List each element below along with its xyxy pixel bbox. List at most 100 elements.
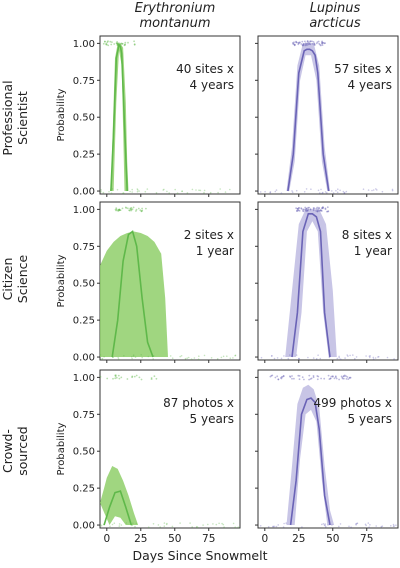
observation-point xyxy=(147,355,150,358)
observation-point xyxy=(381,190,384,193)
observation-point xyxy=(115,209,117,212)
observation-point xyxy=(99,376,102,378)
observation-point xyxy=(324,191,327,193)
observation-point xyxy=(339,358,342,361)
observation-point xyxy=(234,354,236,357)
observation-point xyxy=(168,192,170,194)
observation-point xyxy=(117,209,120,211)
y-axis-label: Probability xyxy=(56,88,67,141)
observation-point xyxy=(307,43,310,46)
observation-point xyxy=(270,374,273,377)
panel-annotation: 40 sites x xyxy=(176,62,234,76)
observation-point xyxy=(135,208,138,211)
observation-point xyxy=(124,43,126,46)
observation-point xyxy=(264,190,266,193)
observation-point xyxy=(344,357,346,359)
observation-point xyxy=(115,208,118,211)
observation-point xyxy=(338,357,341,359)
observation-point xyxy=(180,355,183,357)
observation-point xyxy=(116,44,119,47)
observation-point xyxy=(311,40,313,43)
observation-point xyxy=(390,525,392,527)
observation-point xyxy=(323,377,326,380)
observation-point xyxy=(269,375,272,378)
observation-point xyxy=(203,189,206,192)
observation-point xyxy=(269,191,272,193)
observation-point xyxy=(146,188,149,190)
y-tick-label: 0.25 xyxy=(73,150,95,161)
observation-point xyxy=(147,526,150,528)
observation-point xyxy=(287,357,290,360)
observation-point xyxy=(297,42,300,45)
observation-point xyxy=(320,209,323,212)
observation-point xyxy=(169,355,172,357)
observation-point xyxy=(321,40,323,43)
observation-point xyxy=(100,190,102,193)
observation-point xyxy=(296,208,299,210)
observation-point xyxy=(296,210,298,212)
observation-point xyxy=(292,43,295,45)
observation-point xyxy=(317,354,319,357)
observation-point xyxy=(303,378,305,381)
observation-point xyxy=(392,523,395,526)
observation-point xyxy=(372,356,375,359)
observation-point xyxy=(302,210,305,213)
observation-point xyxy=(280,377,283,380)
observation-point xyxy=(157,524,160,526)
observation-point xyxy=(163,188,165,191)
observation-point xyxy=(301,526,303,528)
observation-point xyxy=(229,188,231,191)
observation-point xyxy=(343,374,346,377)
observation-point xyxy=(140,210,143,213)
observation-point xyxy=(295,354,298,356)
observation-point xyxy=(343,375,345,378)
observation-point xyxy=(342,377,345,380)
observation-point xyxy=(304,208,307,211)
confidence-band xyxy=(100,231,168,357)
y-tick-label: 0.50 xyxy=(73,279,95,290)
observation-point xyxy=(348,376,351,379)
observation-point xyxy=(319,44,322,47)
observation-point xyxy=(135,210,137,212)
observation-point xyxy=(304,206,307,209)
observation-point xyxy=(324,524,326,527)
observation-point xyxy=(276,375,279,378)
observation-point xyxy=(134,525,136,528)
observation-point xyxy=(355,356,358,358)
observation-point xyxy=(118,525,121,527)
observation-point xyxy=(135,374,138,377)
observation-point xyxy=(356,522,358,525)
observation-point xyxy=(100,189,102,191)
observation-point xyxy=(134,356,137,359)
observation-point xyxy=(129,207,132,210)
observation-point xyxy=(339,523,342,525)
observation-point xyxy=(309,208,312,211)
fitted-curve xyxy=(110,43,128,192)
observation-point xyxy=(348,377,351,379)
observation-point xyxy=(104,40,106,43)
observation-point xyxy=(138,376,141,379)
observation-point xyxy=(174,188,176,191)
observation-point xyxy=(280,377,282,379)
observation-point xyxy=(331,524,333,526)
observation-point xyxy=(293,377,295,380)
observation-point xyxy=(318,207,321,210)
observation-point xyxy=(116,42,119,45)
observation-point xyxy=(273,357,276,360)
observation-point xyxy=(223,526,225,528)
observation-point xyxy=(348,525,350,528)
observation-point xyxy=(312,207,315,209)
column-title-line: montanum xyxy=(139,16,211,31)
observation-point xyxy=(150,377,153,379)
observation-point xyxy=(297,43,300,46)
observation-point xyxy=(329,377,332,380)
observation-point xyxy=(364,523,367,526)
observation-point xyxy=(282,375,285,377)
observation-point xyxy=(330,375,333,378)
observation-point xyxy=(305,207,308,210)
observation-point xyxy=(335,377,338,380)
observation-point xyxy=(196,526,199,528)
observation-point xyxy=(306,43,308,45)
observation-point xyxy=(324,42,326,44)
observation-point xyxy=(118,42,120,44)
